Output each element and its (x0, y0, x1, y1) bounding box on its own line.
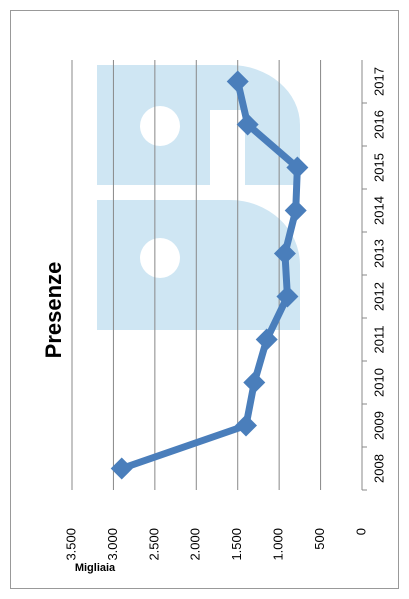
x-tick-label: 2014 (371, 196, 386, 225)
x-tick-label: 2013 (371, 239, 386, 268)
x-tick-label: 2015 (371, 153, 386, 182)
marker (286, 156, 309, 179)
y-tick-label: 0 (353, 528, 368, 535)
marker (255, 328, 278, 351)
x-tick-label: 2009 (371, 411, 386, 440)
x-tick-label: 2012 (371, 282, 386, 311)
line (120, 80, 301, 472)
chart-title: Presenze (41, 262, 66, 359)
y-axis-title: Migliaia (75, 562, 116, 574)
y-tick-label: 2.000 (188, 528, 203, 561)
y-tick-label: 1.000 (271, 528, 286, 561)
y-tick-label: 2.500 (146, 528, 161, 561)
marker (276, 285, 299, 308)
marker (243, 371, 266, 394)
x-tick-label: 2017 (371, 67, 386, 96)
x-tick-label: 2008 (371, 454, 386, 483)
y-tick-label: 3.000 (105, 528, 120, 561)
marker (110, 457, 133, 480)
y-tick-label: 1.500 (229, 528, 244, 561)
x-tick-label: 2016 (371, 110, 386, 139)
x-tick-label: 2011 (371, 326, 386, 354)
x-tick-label: 2010 (371, 368, 386, 397)
y-tick-label: 500 (312, 528, 327, 550)
marker (235, 414, 257, 437)
marker (236, 113, 259, 136)
watermark (97, 65, 300, 330)
marker (226, 70, 249, 93)
marker (284, 199, 307, 222)
marker (273, 242, 296, 265)
plot: Presenze Migliaia 0 500 1.000 1.500 2.000 2.5… (41, 60, 386, 574)
y-tick-label: 3.500 (63, 528, 78, 561)
